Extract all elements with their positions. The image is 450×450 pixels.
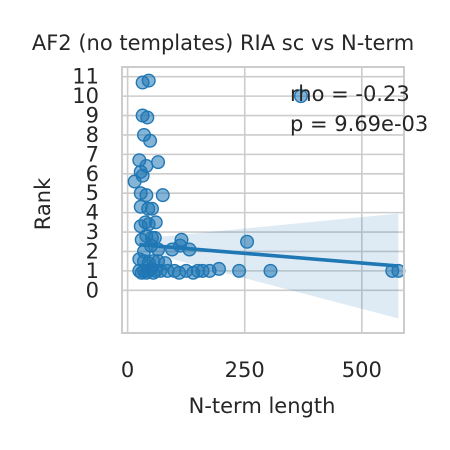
plot-frame (121, 66, 405, 334)
y-tick-label: 6 (86, 162, 99, 186)
x-tick-label: 0 (121, 358, 134, 382)
data-point (135, 168, 150, 183)
data-point (140, 110, 155, 125)
data-point (144, 201, 159, 216)
y-tick-label: 9 (86, 104, 99, 128)
y-tick-label: 0 (86, 278, 99, 302)
x-tick-label: 250 (225, 358, 265, 382)
data-point (240, 234, 255, 249)
data-point (139, 188, 154, 203)
data-point (263, 263, 278, 278)
y-tick-label: 11 (72, 65, 99, 89)
data-point (143, 133, 158, 148)
rho-annotation: rho = -0.23 (290, 82, 410, 106)
data-point (232, 263, 247, 278)
chart-title: AF2 (no templates) RIA sc vs N-term (32, 31, 414, 55)
data-point (148, 215, 163, 230)
y-tick-label: 5 (86, 181, 99, 205)
y-tick-label: 4 (86, 201, 99, 225)
data-point (141, 73, 156, 88)
x-tick-labels: 0 250 500 (121, 358, 382, 382)
y-tick-label: 3 (86, 220, 99, 244)
x-tick-label: 500 (342, 358, 382, 382)
y-tick-label: 2 (86, 239, 99, 263)
x-axis-label: N-term length (189, 394, 336, 418)
y-tick-label: 10 (72, 84, 99, 108)
y-tick-label: 7 (86, 142, 99, 166)
data-points (127, 73, 406, 280)
y-tick-label: 8 (86, 123, 99, 147)
regression-line (139, 242, 399, 268)
data-point (151, 155, 166, 170)
y-tick-label: 1 (86, 259, 99, 283)
p-value-annotation: p = 9.69e-03 (290, 112, 428, 136)
data-point (293, 89, 308, 104)
data-point (155, 188, 170, 203)
y-axis-label: Rank (31, 177, 55, 230)
data-point (211, 261, 226, 276)
